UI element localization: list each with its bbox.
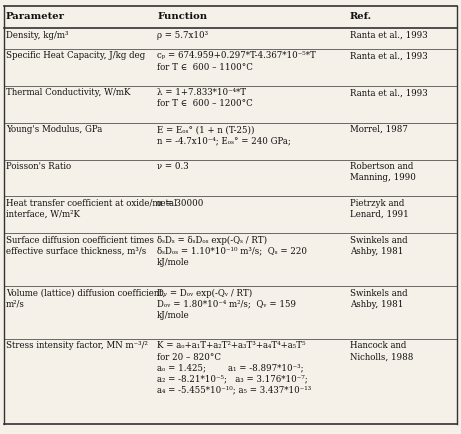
Text: Ranta et al., 1993: Ranta et al., 1993	[349, 88, 427, 97]
Text: Volume (lattice) diffusion coefficient,
m²/s: Volume (lattice) diffusion coefficient, …	[6, 289, 165, 309]
Text: δₛDₛ = δₛDₒₛ exp(-Qₛ / RT)
δₛDₒₛ = 1.10*10⁻¹⁰ m³/s;  Qₛ = 220
kJ/mole: δₛDₛ = δₛDₒₛ exp(-Qₛ / RT) δₛDₒₛ = 1.10*…	[157, 236, 307, 267]
Text: Density, kg/m³: Density, kg/m³	[6, 31, 69, 39]
Text: Ranta et al., 1993: Ranta et al., 1993	[349, 31, 427, 39]
Text: cₚ = 674.959+0.297*T-4.367*10⁻⁵*T
for T ∈  600 – 1100°C: cₚ = 674.959+0.297*T-4.367*10⁻⁵*T for T …	[157, 51, 316, 72]
Text: Poisson's Ratio: Poisson's Ratio	[6, 162, 71, 171]
Text: K = aₒ+a₁T+a₂T²+a₃T³+a₄T⁴+a₅T⁵
for 20 – 820°C
aₒ = 1.425;        a₁ = -8.897*10⁻: K = aₒ+a₁T+a₂T²+a₃T³+a₄T⁴+a₅T⁵ for 20 – …	[157, 342, 312, 395]
Text: Function: Function	[157, 13, 207, 21]
Text: α = 30000: α = 30000	[157, 199, 204, 208]
Text: Ranta et al., 1993: Ranta et al., 1993	[349, 51, 427, 60]
Text: Surface diffusion coefficient times
effective surface thickness, m³/s: Surface diffusion coefficient times effe…	[6, 236, 154, 256]
Text: Specific Heat Capacity, J/kg deg: Specific Heat Capacity, J/kg deg	[6, 51, 145, 60]
Text: Stress intensity factor, MN m⁻³/²: Stress intensity factor, MN m⁻³/²	[6, 342, 148, 350]
Text: Dᵥ = Dₒᵥ exp(-Qᵥ / RT)
Dₒᵥ = 1.80*10⁻⁴ m²/s;  Qᵥ = 159
kJ/mole: Dᵥ = Dₒᵥ exp(-Qᵥ / RT) Dₒᵥ = 1.80*10⁻⁴ m…	[157, 289, 296, 320]
Text: Parameter: Parameter	[6, 13, 65, 21]
Text: Heat transfer coefficient at oxide/metal
interface, W/m²K: Heat transfer coefficient at oxide/metal…	[6, 199, 177, 219]
Text: E = Eₒₛ° (1 + n (T-25))
n = -4.7x10⁻⁴; Eₒₛ° = 240 GPa;: E = Eₒₛ° (1 + n (T-25)) n = -4.7x10⁻⁴; E…	[157, 125, 291, 145]
Text: ρ = 5.7x10³: ρ = 5.7x10³	[157, 31, 208, 39]
Text: Robertson and
Manning, 1990: Robertson and Manning, 1990	[349, 162, 415, 182]
Text: Young's Modulus, GPa: Young's Modulus, GPa	[6, 125, 102, 134]
Text: Ref.: Ref.	[349, 13, 372, 21]
Text: Hancock and
Nicholls, 1988: Hancock and Nicholls, 1988	[349, 342, 413, 362]
Text: Swinkels and
Ashby, 1981: Swinkels and Ashby, 1981	[349, 289, 407, 309]
Text: Pietrzyk and
Lenard, 1991: Pietrzyk and Lenard, 1991	[349, 199, 408, 219]
Text: Morrel, 1987: Morrel, 1987	[349, 125, 408, 134]
Text: Thermal Conductivity, W/mK: Thermal Conductivity, W/mK	[6, 88, 130, 97]
Text: ν = 0.3: ν = 0.3	[157, 162, 189, 171]
Text: λ = 1+7.833*10⁻⁴*T
for T ∈  600 – 1200°C: λ = 1+7.833*10⁻⁴*T for T ∈ 600 – 1200°C	[157, 88, 253, 108]
Text: Swinkels and
Ashby, 1981: Swinkels and Ashby, 1981	[349, 236, 407, 256]
